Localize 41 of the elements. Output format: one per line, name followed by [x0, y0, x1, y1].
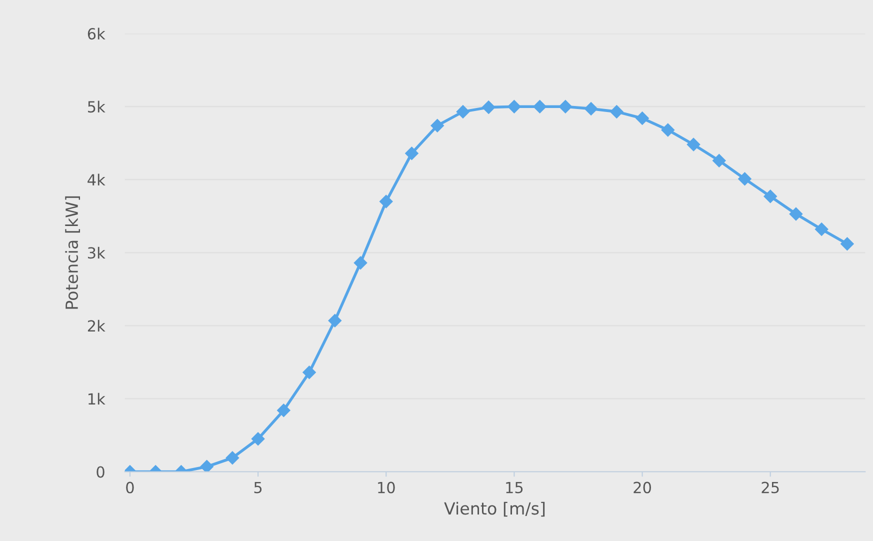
point: [430, 118, 444, 132]
point: [277, 404, 290, 417]
point: [558, 100, 572, 114]
point: [636, 112, 649, 125]
point: [815, 222, 828, 236]
point: [610, 105, 624, 118]
point: [738, 172, 752, 186]
point: [661, 123, 674, 137]
point: [328, 314, 342, 328]
point: [789, 207, 803, 221]
x-tick-label: 20: [634, 482, 651, 494]
point: [200, 460, 214, 472]
x-tick-label: 10: [378, 482, 395, 494]
x-tick-label: 0: [126, 482, 134, 494]
point: [533, 100, 546, 114]
point: [686, 138, 700, 152]
point: [405, 146, 418, 160]
point: [354, 256, 368, 270]
y-tick-label: 4k: [88, 174, 106, 186]
point: [764, 190, 777, 203]
x-tick-label: 25: [762, 482, 779, 494]
y-tick-label: 3k: [88, 246, 106, 259]
point: [302, 366, 316, 380]
point: [251, 432, 265, 446]
point: [712, 154, 726, 168]
y-tick-label: 2k: [88, 320, 106, 332]
x-tick-label: 15: [506, 482, 523, 494]
point: [584, 102, 598, 116]
x-axis-title: Viento [m/s]: [444, 502, 545, 517]
y-tick-label: 0: [96, 466, 104, 478]
point: [482, 100, 496, 114]
point: [226, 451, 240, 464]
y-tick-label: 6k: [88, 28, 106, 40]
y-axis-title: Potencia [kW]: [65, 196, 80, 309]
y-tick-label: 1k: [88, 392, 106, 405]
point: [840, 237, 854, 250]
x-tick-label: 5: [254, 482, 262, 494]
point: [456, 105, 470, 118]
point: [380, 194, 393, 208]
y-tick-label: 5k: [88, 100, 106, 113]
point: [508, 100, 521, 114]
